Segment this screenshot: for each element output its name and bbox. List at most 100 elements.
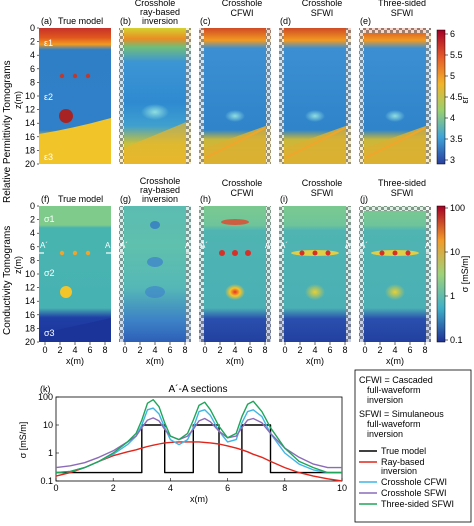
panel-d-artifact xyxy=(284,127,346,159)
panel-i-scatterer xyxy=(325,250,331,256)
panel-a: (a) True model ε1 ε2 ε3 xyxy=(39,16,111,164)
row2-x-tick-label: 0 xyxy=(362,345,367,355)
colorbar-permittivity-tick-label: 5 xyxy=(450,71,455,81)
row2-x-label: x(m) xyxy=(386,356,404,366)
panel-f-image xyxy=(39,206,111,342)
panel-c-tag: (c) xyxy=(200,16,211,26)
anomaly-circle xyxy=(60,286,72,298)
borehole-left xyxy=(199,206,204,342)
row2-x-label: x(m) xyxy=(146,356,164,366)
borehole-right xyxy=(186,28,191,164)
borehole-left xyxy=(199,28,204,164)
chart-x-tick-label: 2 xyxy=(111,483,116,493)
chart-x-tick-label: 6 xyxy=(225,483,230,493)
label-eps2: ε2 xyxy=(44,92,53,102)
chart-ylabel: σ [mS/m] xyxy=(18,422,28,459)
colorbar-conductivity-bar xyxy=(436,205,446,343)
panel-a-lower-layer xyxy=(39,118,111,164)
panel-c-artifact xyxy=(204,127,266,159)
series-line-three-sided-sfwi xyxy=(55,399,342,474)
colorbar-permittivity-label: εr xyxy=(460,96,470,103)
arrow-head-icon xyxy=(352,250,356,256)
panel-g-anomaly xyxy=(150,221,160,229)
legend-label: True model xyxy=(381,446,426,456)
section-label-a-prime: A´ xyxy=(120,241,128,250)
chart-frame xyxy=(55,396,343,482)
borehole-left xyxy=(119,28,124,164)
chart-lines xyxy=(55,399,343,482)
panel-j-title-2: SFWI xyxy=(391,188,414,198)
borehole-left xyxy=(119,206,124,342)
legend-label: Ray-based xyxy=(381,457,425,467)
colorbar-conductivity-tick-label: 100 xyxy=(450,203,465,213)
panel-f-tag: (f) xyxy=(41,194,50,204)
note-line: inversion xyxy=(367,429,403,439)
borehole-top xyxy=(359,28,431,33)
row2-y-tick-label: 16 xyxy=(25,310,35,320)
row2-x-tick-label: 2 xyxy=(137,345,142,355)
note-line: CFWI = Cascaded xyxy=(359,375,433,385)
panel-i-title-2: SFWI xyxy=(311,188,334,198)
notes-frame xyxy=(354,369,472,523)
section-label-a: A xyxy=(265,241,271,250)
panel-g-anomaly xyxy=(145,286,165,298)
row2-x-tick-label: 4 xyxy=(152,345,157,355)
panel-j-anomaly xyxy=(385,284,405,300)
panel-e-artifact xyxy=(364,127,426,159)
row2-x-tick-label: 4 xyxy=(72,345,77,355)
note-cfwi: CFWI = Cascaded full-waveform inversion xyxy=(359,375,433,405)
panel-e-title-1: Three-sided xyxy=(378,0,426,8)
row2-y-tick-label: 10 xyxy=(25,269,35,279)
chart-x-tick-label: 0 xyxy=(53,483,58,493)
arrow-head-icon xyxy=(272,250,276,256)
label-sig1: σ1 xyxy=(44,214,55,224)
section-label-a: A xyxy=(425,241,431,250)
section-label-a-prime: A´ xyxy=(280,241,288,250)
section-label-a: A xyxy=(105,241,111,250)
panel-h-scatterer xyxy=(245,250,251,256)
row2-x-tick-label: 4 xyxy=(232,345,237,355)
row2-y-tick-label: 2 xyxy=(30,215,35,225)
panel-i-anomaly xyxy=(305,284,325,300)
panel-b-lower-layer xyxy=(119,120,191,164)
label-sig2: σ2 xyxy=(44,268,55,278)
row2-y-ticks: 0 2 4 6 8 10 12 14 16 18 20 xyxy=(25,201,39,347)
panel-b-title-2: ray-based xyxy=(140,7,180,17)
row1-axis-label: z(m) xyxy=(13,91,23,109)
panel-h-scatterer xyxy=(232,250,238,256)
label-eps3: ε3 xyxy=(44,152,53,162)
row2-x-label: x(m) xyxy=(66,356,84,366)
panel-e-title-2: SFWI xyxy=(391,8,414,18)
scatterer-dot xyxy=(59,250,65,256)
panel-f: (f) True model σ1 σ2 σ3 xyxy=(39,194,111,342)
panel-h-anomaly xyxy=(225,284,245,300)
borehole-right xyxy=(266,206,271,342)
legend-label: Crosshole CFWI xyxy=(381,477,447,487)
borehole-right xyxy=(186,206,191,342)
note-line: inversion xyxy=(367,395,403,405)
colorbar-permittivity-tick-label: 3 xyxy=(450,155,455,165)
chart-y-tick-label: 1 xyxy=(48,448,53,458)
chart-y-tick-label: 0.1 xyxy=(40,476,53,486)
borehole-right xyxy=(426,28,431,164)
panel-c: (c) Crosshole CFWI xyxy=(199,0,271,164)
panel-j-title-1: Three-sided xyxy=(378,178,426,188)
chart-x-tick-label: 4 xyxy=(168,483,173,493)
section-label-a: A xyxy=(185,241,191,250)
row2-x-tick-label: 6 xyxy=(327,345,332,355)
panel-f-title: True model xyxy=(58,194,103,204)
legend-label: inversion xyxy=(381,466,417,476)
chart-xlabel: x(m) xyxy=(190,494,208,504)
section-label-a-prime: A´ xyxy=(40,241,48,250)
panel-b: (b) Crosshole ray-based inversion xyxy=(119,0,191,164)
arrow-head-icon xyxy=(32,250,36,256)
borehole-right xyxy=(346,28,351,164)
borehole-right xyxy=(266,28,271,164)
row2-y-tick-label: 12 xyxy=(25,283,35,293)
row2-x-tick-label: 8 xyxy=(102,345,107,355)
row2-x-tick-label: 6 xyxy=(247,345,252,355)
chart-y-tick-label: 100 xyxy=(38,392,53,402)
row2-axis-label: z(m) xyxy=(13,256,23,274)
row1-y-tick-label: 4 xyxy=(30,50,35,60)
colorbar-permittivity-tick-label: 5.5 xyxy=(450,50,463,60)
